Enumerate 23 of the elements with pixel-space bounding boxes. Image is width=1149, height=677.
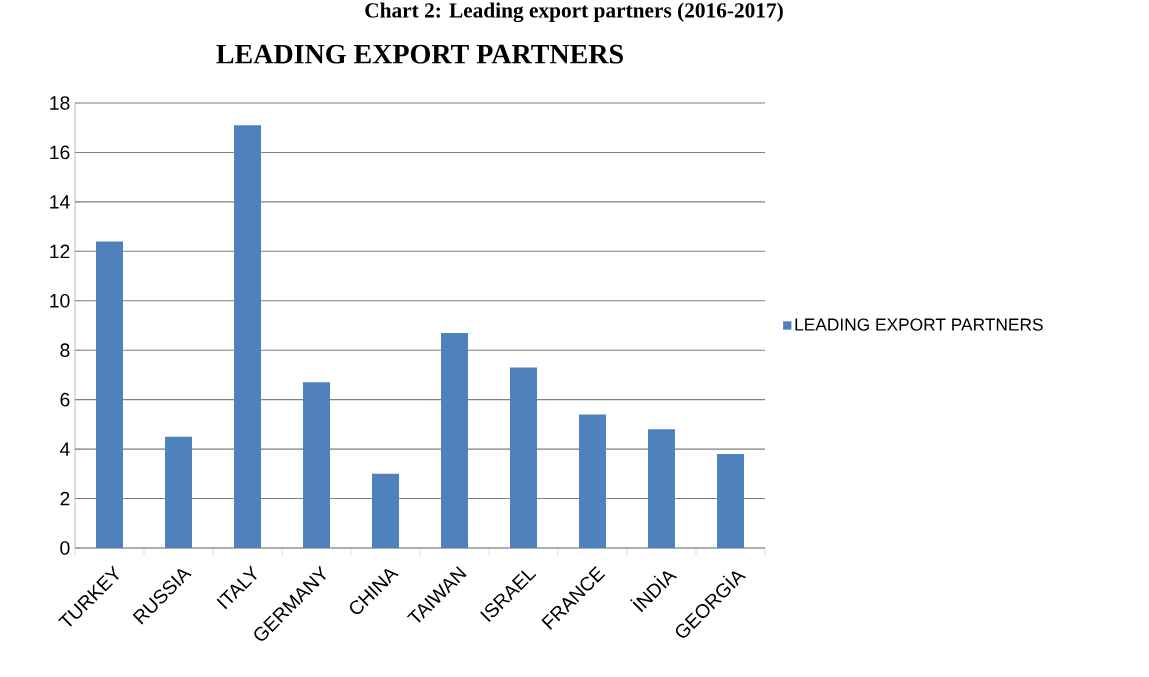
y-tick-label: 16: [50, 145, 70, 160]
bar: [441, 332, 469, 548]
y-tick-label: 2: [60, 491, 70, 506]
bar: [372, 473, 400, 548]
bar: [234, 125, 262, 548]
y-tick-label: 0: [60, 541, 70, 555]
y-tick-label: 6: [60, 392, 70, 407]
y-tick-label: 8: [60, 343, 70, 358]
y-tick-label: 4: [59, 442, 70, 456]
legend-label: LEADING EXPORT PARTNERS: [795, 318, 1043, 331]
bar: [648, 429, 676, 548]
bar: [717, 454, 745, 548]
bar: [510, 367, 538, 548]
chart-title: LEADING EXPORT PARTNERS: [216, 44, 623, 64]
caption: Chart 2: Leading export partners (2016-2017): [365, 2, 783, 23]
y-tick-label: 14: [50, 195, 70, 209]
y-tick-label: 10: [50, 293, 70, 308]
bar: [96, 241, 124, 548]
y-tick-label: 12: [50, 244, 70, 259]
bar: [303, 382, 331, 548]
bar: [579, 414, 607, 548]
y-tick-label: 18: [50, 96, 70, 110]
bar: [165, 436, 193, 548]
